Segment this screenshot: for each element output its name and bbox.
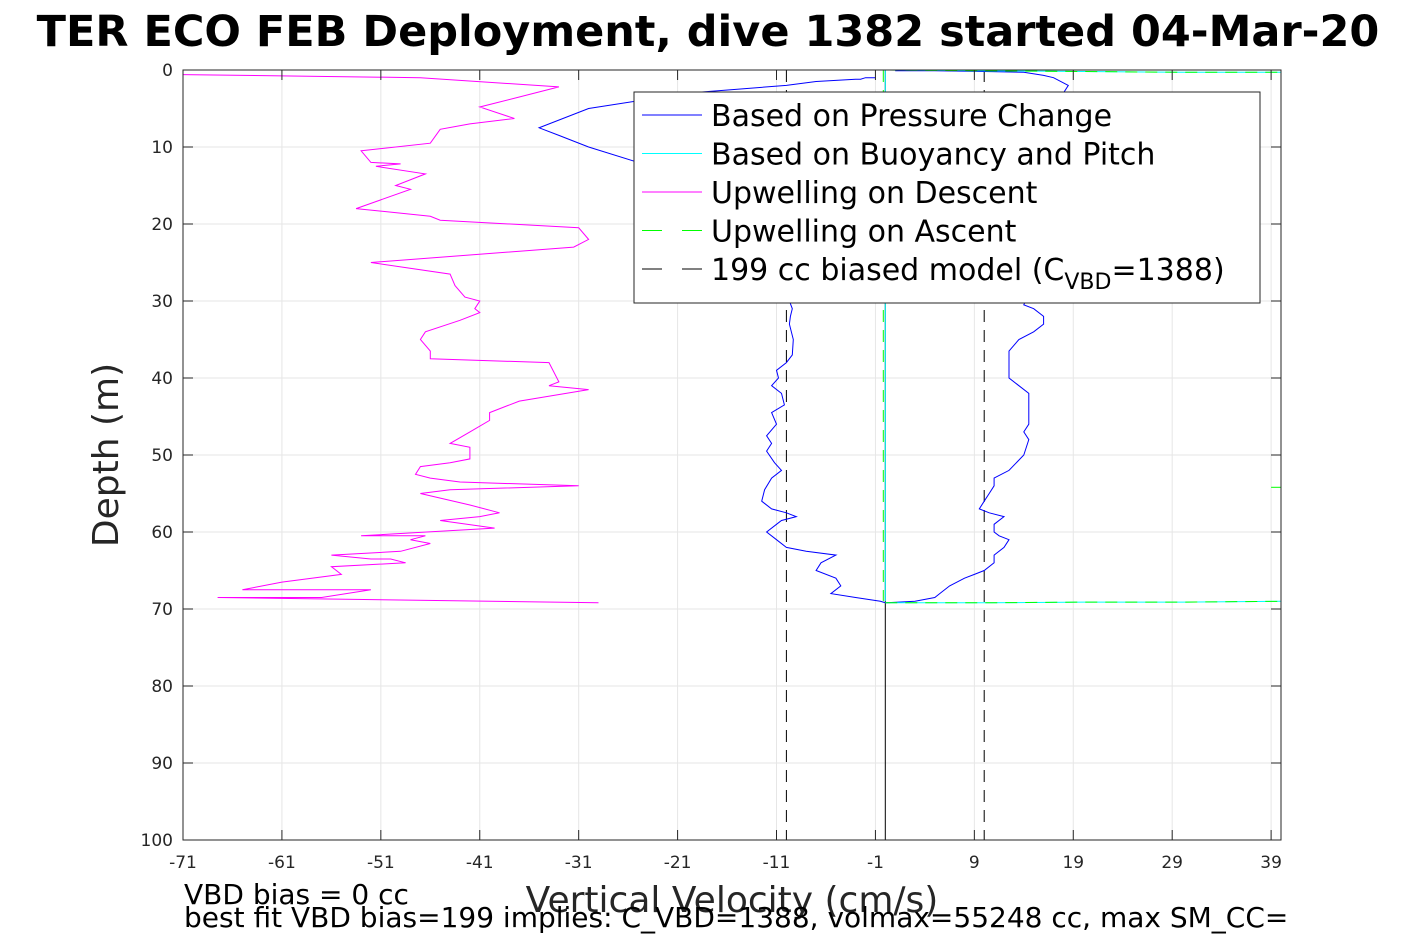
legend-label: Based on Pressure Change (711, 99, 1112, 134)
legend-label-text: 199 cc biased model (C (711, 253, 1064, 288)
y-tick-label: 0 (162, 61, 173, 81)
legend-label: Upwelling on Descent (711, 176, 1038, 211)
legend-label-text: Upwelling on Ascent (711, 215, 1017, 250)
tick-layer: -71 -61 -51 -41 -31 -21 -11 -1 9 19 29 39 0 10 20 30 40 5… (141, 61, 1282, 873)
legend: Based on Pressure Change Based on Buoyanc… (633, 91, 1261, 304)
footer-best-fit: best fit VBD bias=199 implies: C_VBD=138… (184, 901, 1288, 934)
series-line-based-on-pressure-change (537, 77, 886, 604)
legend-label: Upwelling on Ascent (711, 215, 1017, 250)
legend-label: Based on Buoyancy and Pitch (711, 138, 1155, 173)
legend-items: Based on Pressure Change Based on Buoyanc… (642, 99, 1225, 295)
x-tick-label: -21 (664, 853, 692, 873)
y-tick-label: 100 (141, 831, 173, 851)
x-tick-label: -71 (169, 853, 197, 873)
x-tick-label: -61 (268, 853, 296, 873)
x-tick-label: -31 (565, 853, 593, 873)
y-tick-label: 90 (151, 754, 173, 774)
chart-title: TER ECO FEB Deployment, dive 1382 starte… (37, 7, 1380, 57)
series-line-upwelling-on-descent (182, 74, 599, 604)
y-axis-label: Depth (m) (86, 363, 127, 547)
legend-label-text: Based on Buoyancy and Pitch (711, 138, 1155, 173)
legend-box (633, 91, 1261, 304)
y-tick-label: 70 (151, 600, 173, 620)
series-line-upwelling-on-ascent (885, 69, 1281, 73)
series-line-upwelling-on-ascent (885, 600, 1282, 604)
legend-label-text: Upwelling on Descent (711, 176, 1038, 211)
x-tick-label: -51 (367, 853, 395, 873)
y-tick-label: 10 (151, 138, 173, 158)
y-tick-label: 30 (151, 292, 173, 312)
x-tick-label: -11 (763, 853, 791, 873)
legend-label-subscript: VBD (1064, 270, 1111, 295)
y-tick-label: 60 (151, 523, 173, 543)
footer-vbd-bias: VBD bias = 0 cc (184, 878, 409, 911)
legend-label-text: Based on Pressure Change (711, 99, 1112, 134)
y-tick-label: 80 (151, 677, 173, 697)
y-tick-label: 20 (151, 215, 173, 235)
x-tick-label: 9 (969, 853, 980, 873)
x-tick-label: 29 (1161, 853, 1183, 873)
x-tick-label: 39 (1260, 853, 1282, 873)
legend-label-suffix: =1388) (1111, 253, 1224, 288)
x-tick-label: -41 (466, 853, 494, 873)
x-tick-label: -1 (867, 853, 884, 873)
x-tick-label: 19 (1062, 853, 1084, 873)
x-axis-label: Vertical Velocity (cm/s) (526, 880, 939, 921)
y-tick-label: 50 (151, 446, 173, 466)
legend-label: 199 cc biased model (CVBD=1388) (711, 253, 1225, 295)
y-tick-label: 40 (151, 369, 173, 389)
